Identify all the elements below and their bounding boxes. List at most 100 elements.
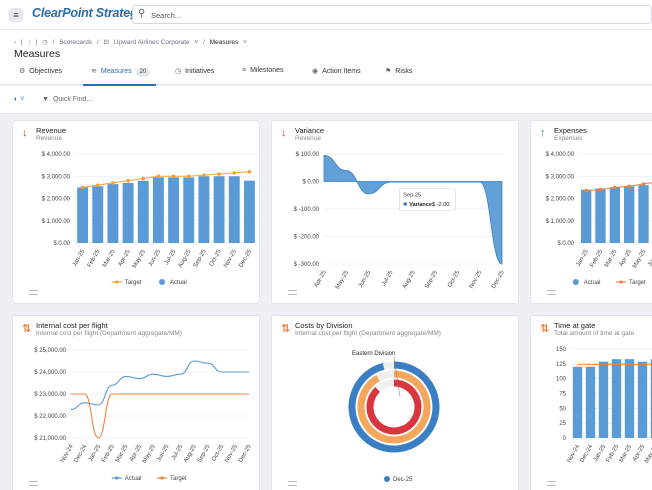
target-point xyxy=(171,174,176,179)
target-point xyxy=(111,181,115,185)
chevron-down-icon[interactable]: ˅ xyxy=(194,39,199,46)
x-tick-label: Dec-25 xyxy=(491,269,506,289)
card-variance[interactable]: ↓ Variance Revenue $ 100.00 $ 0.00 $ -100.… xyxy=(271,120,519,304)
x-tick-label: Aug-25 xyxy=(402,269,417,289)
breadcrumb-scorecards[interactable]: Scorecards xyxy=(59,39,93,46)
actual-line xyxy=(70,360,249,410)
tab-label: Action Items xyxy=(322,68,361,75)
bar xyxy=(92,186,104,243)
tab-label: Risks xyxy=(395,68,413,75)
x-tick-label: May-25 xyxy=(632,248,648,269)
history-icon[interactable]: ◷ xyxy=(42,39,48,46)
objectives-icon: ⚙ xyxy=(19,68,26,75)
tab-action-items[interactable]: ◉ Action Items xyxy=(312,67,361,84)
tooltip-value: $ -2.00 xyxy=(432,202,449,208)
legend-label: Actual xyxy=(125,476,142,482)
tab-initiatives[interactable]: ◷ Initiatives xyxy=(175,67,214,84)
y-tick-label: 0 xyxy=(563,436,567,442)
tab-milestones[interactable]: ≡ Milestones xyxy=(242,67,284,84)
breadcrumb-current[interactable]: Measures xyxy=(209,39,239,46)
drag-handle-icon[interactable] xyxy=(547,290,556,295)
top-bar: ≡ ClearPoint Strategy ⚲ xyxy=(0,0,652,30)
annotation-line xyxy=(393,356,401,398)
legend-swatch xyxy=(384,476,390,482)
card-time-at-gate[interactable]: ⇅ Time at gate Total amount of time at g… xyxy=(530,315,652,490)
card-expenses[interactable]: ↑ Expenses Expenses $ 4,000.00 $ 3,000.00… xyxy=(530,120,652,304)
y-tick-label: 50 xyxy=(559,406,566,412)
bar xyxy=(213,176,225,243)
x-tick-label: Dec-25 xyxy=(238,443,253,463)
y-tick-label: $ 22,000.00 xyxy=(34,414,66,420)
drag-handle-icon[interactable] xyxy=(288,290,297,295)
x-tick-label: Mar-25 xyxy=(604,248,619,268)
bar xyxy=(168,177,180,243)
target-point xyxy=(584,188,588,193)
drag-handle-icon[interactable] xyxy=(288,481,297,486)
y-tick-label: $ -200.00 xyxy=(294,235,320,241)
card-title: Time at gate xyxy=(554,321,596,330)
legend-swatch xyxy=(115,280,119,284)
variance-area xyxy=(323,154,503,265)
y-tick-label: $ 0.00 xyxy=(53,241,70,247)
arrow-down-icon: ↓ xyxy=(22,127,28,139)
tab-objectives[interactable]: ⚙ Objectives xyxy=(19,67,62,84)
tab-measures[interactable]: ≋ Measures 20 xyxy=(82,67,157,86)
quick-find-input[interactable] xyxy=(52,96,173,103)
y-tick-label: $ 24,000.00 xyxy=(34,370,66,376)
y-tick-label: $ -100.00 xyxy=(294,207,320,213)
back-icon[interactable]: ‹ xyxy=(14,39,17,46)
brand-logo[interactable]: ClearPoint Strategy xyxy=(32,6,145,20)
y-tick-label: $ 4,000.00 xyxy=(546,152,575,158)
bar xyxy=(198,176,210,243)
tab-risks[interactable]: ⚑ Risks xyxy=(385,67,412,84)
card-revenue[interactable]: ↓ Revenue Revenue $ 4,000.00 $ 3,000.00 $ … xyxy=(12,120,260,304)
x-tick-label: Jul-25 xyxy=(164,248,178,266)
card-internal-cost[interactable]: ⇅ Internal cost per flight Internal cost… xyxy=(12,315,260,490)
chevron-down-icon: ˅ xyxy=(20,96,25,103)
arrow-down-icon: ↓ xyxy=(281,127,287,139)
initiatives-icon: ◷ xyxy=(175,68,182,75)
bar xyxy=(638,185,649,243)
search-box[interactable]: ⚲ xyxy=(132,5,652,24)
drag-handle-icon[interactable] xyxy=(29,290,38,295)
bar xyxy=(228,176,240,243)
tooltip-dot xyxy=(403,202,408,206)
card-title: Costs by Division xyxy=(295,321,353,330)
x-tick-label: Jul-25 xyxy=(381,269,395,287)
tab-label: Measures xyxy=(100,68,132,75)
quick-find[interactable]: ▼ xyxy=(42,96,173,103)
tooltip-date: Sep-25 xyxy=(403,193,421,199)
y-tick-label: 150 xyxy=(556,347,567,353)
y-tick-label: 75 xyxy=(559,392,566,398)
drag-handle-icon[interactable] xyxy=(547,481,556,486)
search-input[interactable] xyxy=(151,8,631,22)
x-tick-label: Apr-25 xyxy=(129,443,144,462)
breadcrumb-separator: / xyxy=(203,39,205,46)
up-icon[interactable]: ↑ xyxy=(27,39,31,46)
x-tick-label: Oct-25 xyxy=(209,248,224,267)
x-tick-label: Jun-25 xyxy=(647,248,652,267)
x-tick-label: Sep-25 xyxy=(197,443,212,463)
tooltip-box xyxy=(398,188,456,211)
target-line xyxy=(82,171,250,188)
x-tick-label: Jun-25 xyxy=(156,443,171,462)
target-point xyxy=(95,183,100,187)
variance-chart: $ 100.00 $ 0.00 $ -100.00 $ -200.00 $ -300.0… xyxy=(294,152,506,290)
chevron-down-icon[interactable]: ˅ xyxy=(243,39,247,46)
x-tick-label: May-25 xyxy=(142,443,158,464)
x-tick-label: Jan-25 xyxy=(72,248,87,267)
bar xyxy=(650,359,652,438)
breadcrumb-org[interactable]: Upward Airlines Corporate xyxy=(113,39,190,46)
x-tick-label: Jan-25 xyxy=(88,443,103,462)
menu-icon[interactable]: ≡ xyxy=(9,8,23,22)
toolbar: ◐ ˅ ▼ xyxy=(0,86,652,114)
bar xyxy=(183,177,195,243)
x-tick-label: May-25 xyxy=(644,443,652,464)
chart-view-toggle[interactable]: ◐ ˅ xyxy=(14,96,24,103)
milestones-icon: ≡ xyxy=(242,67,247,74)
x-tick-label: Aug-25 xyxy=(178,248,193,268)
bar xyxy=(624,359,635,438)
card-costs-division[interactable]: ⇅ Costs by Division Internal cost per fl… xyxy=(271,315,519,490)
y-tick-label: $ 0.00 xyxy=(557,241,574,247)
drag-handle-icon[interactable] xyxy=(29,481,38,486)
